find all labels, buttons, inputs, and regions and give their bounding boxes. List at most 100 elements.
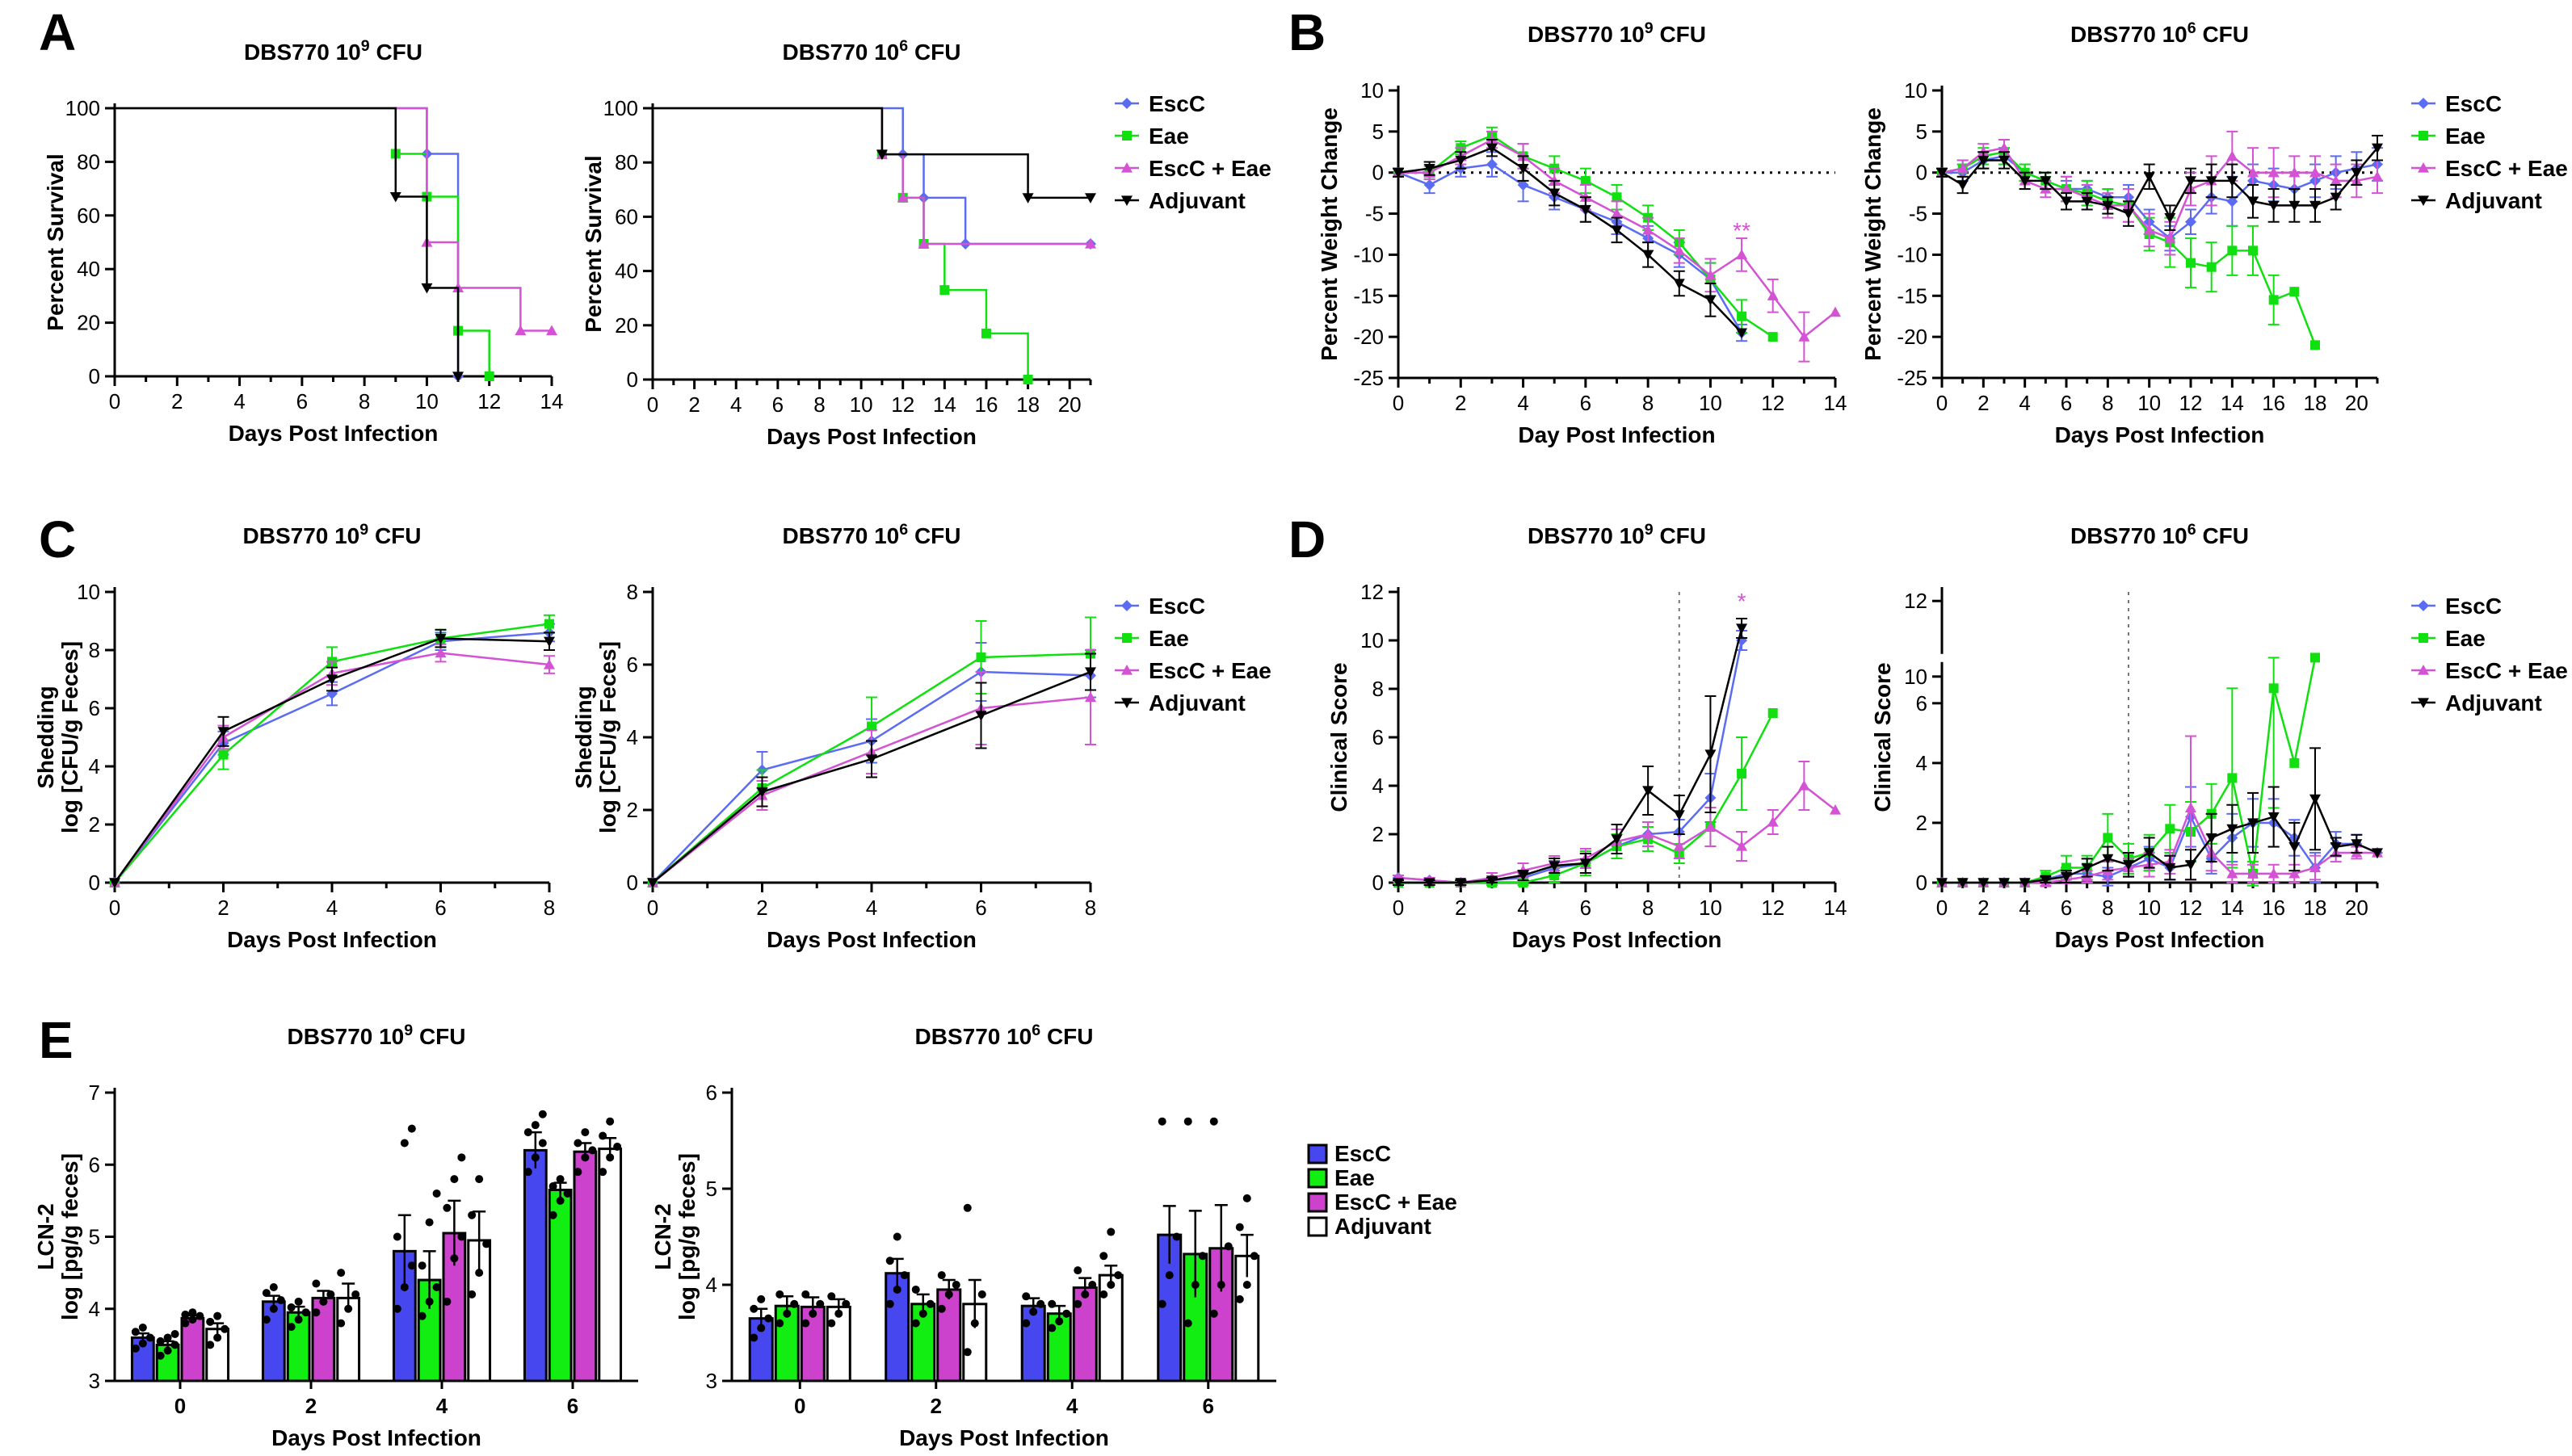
data-point xyxy=(2040,176,2052,187)
data-point xyxy=(301,1308,310,1317)
legend-label: EscC + Eae xyxy=(1149,658,1271,683)
x-tick-label: 6 xyxy=(1203,1394,1214,1418)
data-point xyxy=(544,659,555,669)
data-point xyxy=(1165,1271,1174,1280)
legend-swatch xyxy=(1307,1168,1328,1189)
data-point xyxy=(1977,878,1990,888)
data-point xyxy=(1198,1252,1207,1261)
data-point xyxy=(963,1203,972,1212)
y-tick-label: -5 xyxy=(1365,202,1384,226)
data-point xyxy=(1235,1223,1244,1232)
data-point xyxy=(911,1319,920,1328)
data-point xyxy=(450,1254,459,1263)
x-tick-label: 0 xyxy=(1936,896,1948,920)
data-point xyxy=(1048,1324,1057,1332)
data-point xyxy=(1107,1281,1116,1289)
data-point xyxy=(2164,862,2176,874)
y-tick-label: 10 xyxy=(1360,78,1384,103)
data-point xyxy=(421,283,433,294)
y-tick-label: 2 xyxy=(89,812,100,837)
series xyxy=(110,614,555,887)
legend-label: Adjuvant xyxy=(2445,188,2542,213)
legend-swatch xyxy=(1307,1216,1328,1237)
chart-title-main: DBS770 10 xyxy=(1528,523,1645,548)
data-point xyxy=(866,754,877,765)
data-point xyxy=(1023,375,1033,384)
y-tick-label: 10 xyxy=(77,580,100,604)
y-tick-label: 4 xyxy=(627,725,638,749)
y-axis-label-2: log [pg/g feces] xyxy=(57,1153,82,1320)
data-point xyxy=(2247,867,2259,879)
data-point xyxy=(418,1261,427,1270)
data-point xyxy=(1486,875,1498,886)
series xyxy=(115,107,557,336)
data-point xyxy=(1579,858,1591,869)
x-tick-label: 0 xyxy=(1936,391,1948,415)
legend-marker xyxy=(1121,98,1133,109)
y-tick-label: -15 xyxy=(1897,283,1927,308)
x-tick-label: 4 xyxy=(326,896,338,920)
data-point xyxy=(145,1333,154,1342)
data-point xyxy=(2165,824,2175,834)
y-tick-label: -25 xyxy=(1353,366,1384,390)
series xyxy=(1393,630,1748,888)
data-point xyxy=(885,1299,894,1308)
bar xyxy=(962,1303,988,1383)
data-point xyxy=(1642,786,1654,796)
data-point xyxy=(1455,878,1467,888)
data-point xyxy=(1242,1194,1251,1202)
x-tick-label: 12 xyxy=(891,392,914,417)
data-point xyxy=(1956,162,1969,174)
y-tick-label: -10 xyxy=(1897,242,1927,266)
legend: EscC Eae EscC + Eae Adjuvant xyxy=(1115,91,1271,213)
data-point xyxy=(1423,878,1435,888)
data-point xyxy=(2309,200,2321,212)
data-point xyxy=(1055,1317,1064,1326)
data-point xyxy=(482,1240,491,1248)
x-tick-label: 2 xyxy=(217,896,229,920)
data-point xyxy=(1224,1242,1233,1251)
survival-step xyxy=(653,107,1091,199)
data-point xyxy=(975,711,987,721)
x-tick-label: 4 xyxy=(2019,896,2030,920)
data-point xyxy=(213,1311,222,1320)
survival-step xyxy=(115,107,460,376)
data-point xyxy=(2351,839,2363,850)
x-tick-label: 6 xyxy=(772,392,784,417)
data-point xyxy=(1936,878,1948,888)
y-tick-label: 2 xyxy=(1916,811,1927,835)
chart-title: DBS770 109 CFU xyxy=(1528,19,1706,47)
panel-letter: E xyxy=(39,1011,74,1069)
legend-label: EscC + Eae xyxy=(1149,156,1271,181)
data-point xyxy=(1085,238,1096,249)
panel-letter: A xyxy=(39,3,76,61)
data-point xyxy=(326,1290,335,1299)
data-point xyxy=(163,1333,172,1342)
data-point xyxy=(2288,166,2301,178)
x-tick-label: 4 xyxy=(1517,391,1528,415)
data-point xyxy=(276,1296,285,1305)
data-point xyxy=(287,1303,296,1311)
data-point xyxy=(1022,193,1034,204)
chart-title-exponent: 6 xyxy=(1032,1022,1040,1039)
data-point xyxy=(538,1110,547,1118)
y-tick-label: 3 xyxy=(89,1369,100,1393)
data-point xyxy=(606,1153,615,1162)
y-tick-label: 12 xyxy=(1360,580,1384,604)
data-point xyxy=(195,1311,204,1320)
legend-label: EscC + Eae xyxy=(1334,1190,1457,1215)
y-axis-label: Clinical Score xyxy=(1870,662,1895,812)
data-point xyxy=(138,1323,147,1332)
series xyxy=(1936,735,2383,887)
x-axis-label: Day Post Infection xyxy=(1518,422,1715,447)
series xyxy=(115,107,494,381)
data-point xyxy=(563,1189,572,1198)
data-point xyxy=(294,1315,303,1324)
data-point xyxy=(757,1324,766,1332)
data-point xyxy=(1704,749,1717,760)
data-point xyxy=(2288,867,2301,879)
significance-mark: ** xyxy=(1733,218,1750,243)
legend-marker xyxy=(2419,131,2428,141)
